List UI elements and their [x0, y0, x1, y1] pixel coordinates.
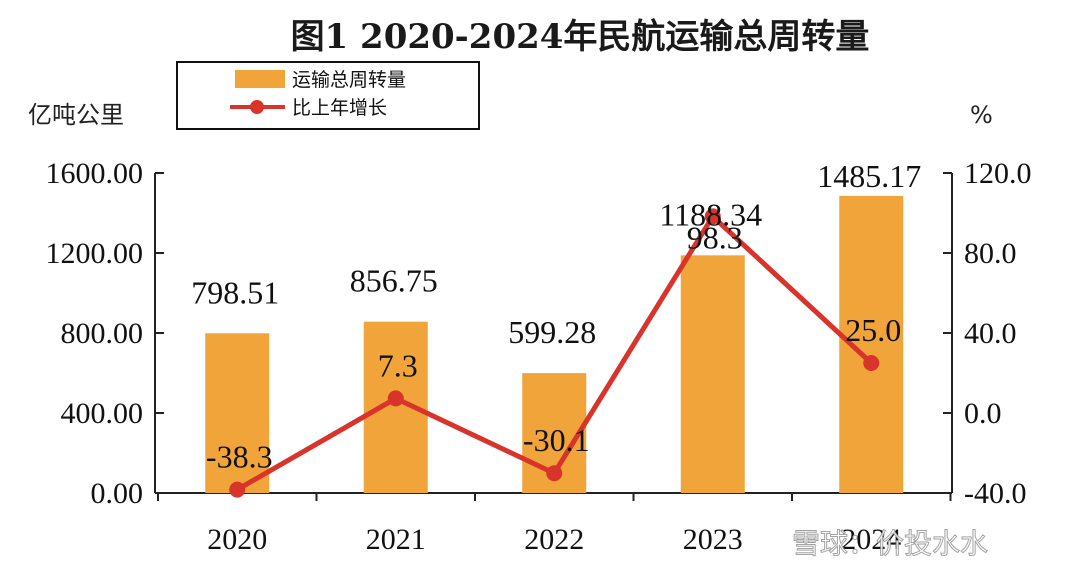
y-right-tick-label: 80.0 [964, 237, 1017, 270]
bar-value-label: 856.75 [350, 263, 438, 299]
data-labels: 798.51 856.75 599.28 1188.34 1485.17 -38.3 7.3… [191, 158, 921, 475]
y-right-tick-label: 0.0 [964, 397, 1002, 430]
y-right-tick-label: -40.0 [964, 477, 1027, 510]
legend: 运输总周转量 比上年增长 [176, 61, 480, 130]
legend-line-marker [250, 100, 264, 114]
y-left-tick-label: 800.00 [61, 317, 144, 350]
line-point [546, 465, 563, 482]
legend-bar-label: 运输总周转量 [292, 69, 406, 91]
x-tick-label: 2020 [207, 523, 267, 556]
bar [205, 333, 270, 493]
line-value-label: 7.3 [378, 347, 418, 383]
bar-value-label: 1188.34 [659, 196, 762, 232]
axes: 1600.00 1200.00 800.00 400.00 0.00 120.0 80.0 4… [46, 157, 1032, 556]
y-right-tick-label: 120.0 [964, 157, 1032, 190]
y-right-tick-label: 40.0 [964, 317, 1017, 350]
y-left-tick-label: 400.00 [61, 397, 144, 430]
bar [680, 255, 745, 493]
line-point [704, 208, 721, 225]
x-tick-label: 2022 [524, 523, 584, 556]
line-value-label: 25.0 [845, 312, 901, 348]
legend-bar-swatch [235, 70, 285, 88]
line-point [387, 390, 404, 407]
legend-box [176, 61, 480, 130]
y-axis-right-unit: % [970, 101, 993, 129]
line-value-label: -38.3 [206, 439, 273, 475]
y-left-tick-label: 1600.00 [46, 157, 144, 190]
line-point [229, 481, 246, 498]
chart-title: 图1 2020-2024年民航运输总周转量 [291, 17, 870, 57]
bar-value-label: 798.51 [191, 274, 279, 310]
line-value-label: 98.3 [687, 219, 743, 255]
line-series [229, 208, 880, 498]
bar-value-label: 599.28 [508, 314, 596, 350]
y-left-tick-label: 0.00 [91, 477, 144, 510]
legend-line-label: 比上年增长 [292, 97, 387, 119]
x-tick-label: 2023 [683, 523, 743, 556]
line-value-label: -30.1 [523, 422, 590, 458]
bar-value-label: 1485.17 [817, 158, 921, 194]
y-left-tick-label: 1200.00 [46, 237, 144, 270]
bar-series [205, 195, 904, 493]
x-tick-label: 2024 [841, 523, 901, 556]
line-point [863, 355, 880, 371]
watermark: 雪球：价投水水 [792, 527, 988, 560]
y-axis-left-unit: 亿吨公里 [28, 101, 124, 129]
x-tick-label: 2021 [366, 523, 426, 556]
